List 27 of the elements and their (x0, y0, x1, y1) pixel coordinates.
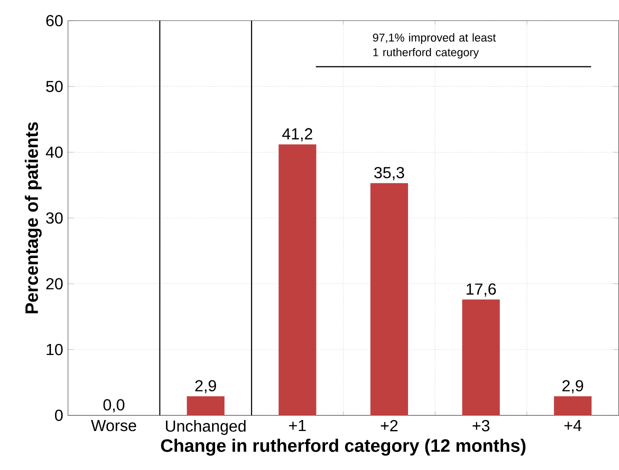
data-label: 0,0 (103, 399, 124, 412)
ref-line-label: 97,1% improved at least 1 rutherford category (372, 33, 496, 59)
x-tick-label: +4 (564, 420, 582, 432)
y-tick-label: 50 (46, 80, 63, 92)
bar (278, 144, 316, 416)
y-tick-label: 0 (55, 410, 63, 421)
data-label: 2,9 (195, 380, 216, 394)
data-label: 35,3 (374, 166, 404, 180)
x-tick-label: Worse (90, 420, 136, 432)
data-label: 17,6 (466, 283, 496, 297)
y-tick-label: 10 (46, 344, 63, 356)
x-tick-label: +2 (380, 420, 398, 432)
x-axis-title: Change in rutherford category (12 months) (161, 438, 526, 456)
y-axis-title: Percentage of patients (24, 122, 42, 314)
bar (554, 396, 592, 416)
x-tick-label: Unchanged (166, 420, 246, 435)
data-label: 2,9 (562, 380, 584, 394)
y-tick-label: 60 (46, 15, 63, 26)
data-label: 41,2 (282, 128, 312, 142)
y-tick-label: 20 (46, 278, 63, 290)
y-tick-label: 30 (46, 212, 63, 224)
y-tick-label: 40 (46, 146, 63, 158)
bar (186, 396, 224, 416)
x-tick-label: +3 (472, 420, 490, 432)
bar (370, 183, 408, 416)
bar (462, 300, 500, 416)
x-tick-label: +1 (289, 420, 306, 432)
